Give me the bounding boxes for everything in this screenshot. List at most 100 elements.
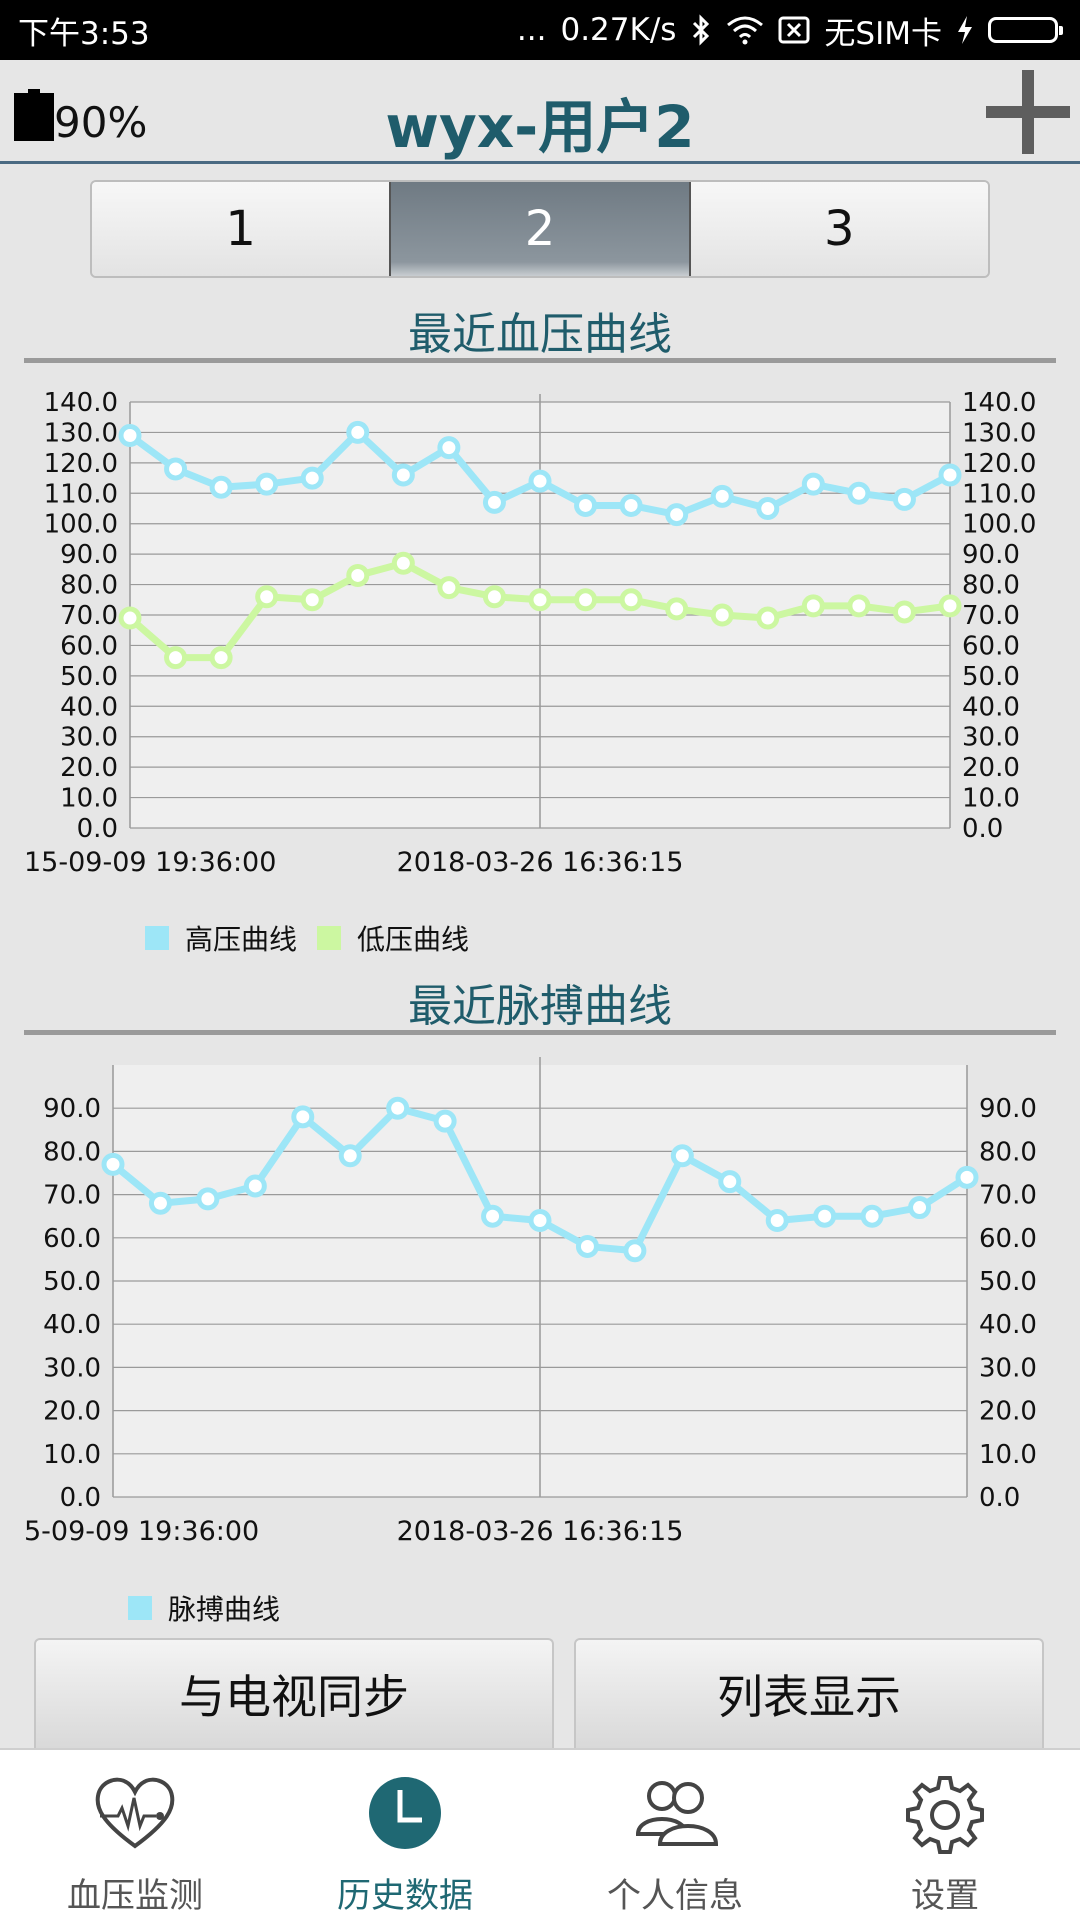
y-tick-label-left: 50.0 bbox=[60, 662, 118, 692]
data-point bbox=[575, 1234, 599, 1258]
y-tick-label-right: 40.0 bbox=[962, 692, 1020, 722]
sync-tv-button[interactable]: 与电视同步 bbox=[34, 1638, 554, 1748]
data-point bbox=[346, 563, 370, 587]
y-tick-label-right: 20.0 bbox=[962, 753, 1020, 783]
y-tick-label-left: 40.0 bbox=[60, 692, 118, 722]
y-tick-label-left: 80.0 bbox=[60, 571, 118, 601]
nav-bp-monitor[interactable]: 血压监测 bbox=[0, 1750, 270, 1920]
y-tick-label-right: 50.0 bbox=[962, 662, 1020, 692]
clock-icon bbox=[369, 1777, 441, 1849]
status-time: 下午3:53 bbox=[18, 15, 150, 52]
app-header: 90% wyx-用户2 bbox=[0, 60, 1080, 164]
y-tick-label-left: 70.0 bbox=[60, 601, 118, 631]
y-tick-label-right: 20.0 bbox=[979, 1397, 1037, 1427]
data-point bbox=[847, 481, 871, 505]
y-tick-label-right: 80.0 bbox=[962, 571, 1020, 601]
data-point bbox=[391, 463, 415, 487]
data-point bbox=[718, 1170, 742, 1194]
pulse-chart: 0.0 0.0 10.0 10.0 20.0 20.0 30.0 30.0 40.0 40.0 50… bbox=[0, 1050, 1080, 1550]
y-tick-label-right: 120.0 bbox=[962, 449, 1036, 479]
legend-label-low: 低压曲线 bbox=[357, 923, 470, 956]
y-tick-label-right: 60.0 bbox=[962, 631, 1020, 661]
add-icon[interactable] bbox=[982, 66, 1074, 158]
y-tick-label-left: 90.0 bbox=[60, 540, 118, 570]
pulse-section-title: 最近脉搏曲线 bbox=[408, 981, 672, 1032]
data-point bbox=[255, 472, 279, 496]
data-point bbox=[528, 1209, 552, 1233]
data-point bbox=[892, 600, 916, 624]
y-tick-label-left: 60.0 bbox=[60, 631, 118, 661]
data-point bbox=[338, 1144, 362, 1168]
y-tick-label-right: 70.0 bbox=[962, 601, 1020, 631]
y-tick-label-right: 30.0 bbox=[962, 723, 1020, 753]
nav-history[interactable]: 历史数据 bbox=[270, 1750, 540, 1920]
legend-swatch-low bbox=[317, 926, 342, 950]
sim-status: 无SIM卡 bbox=[824, 15, 942, 52]
y-tick-label-left: 70.0 bbox=[43, 1181, 101, 1211]
data-point bbox=[528, 469, 552, 493]
y-tick-label-right: 10.0 bbox=[962, 784, 1020, 814]
y-tick-label-left: 80.0 bbox=[43, 1137, 101, 1167]
legend-item-high: 高压曲线 bbox=[145, 918, 297, 958]
status-dots: ... bbox=[516, 12, 547, 48]
data-point bbox=[813, 1204, 837, 1228]
data-point bbox=[710, 603, 734, 627]
nav-label-profile: 个人信息 bbox=[607, 1876, 743, 1916]
legend-label-pulse: 脉搏曲线 bbox=[168, 1593, 281, 1626]
y-tick-label-right: 90.0 bbox=[979, 1094, 1037, 1124]
x-label-mid: 2018-03-26 16:36:15 bbox=[397, 1516, 684, 1547]
data-point bbox=[955, 1165, 979, 1189]
list-view-button[interactable]: 列表显示 bbox=[574, 1638, 1044, 1748]
y-tick-label-left: 100.0 bbox=[44, 510, 118, 540]
bp-divider bbox=[24, 358, 1056, 363]
y-tick-label-right: 0.0 bbox=[979, 1483, 1020, 1513]
y-tick-label-right: 0.0 bbox=[962, 814, 1003, 844]
data-point bbox=[801, 594, 825, 618]
data-point bbox=[209, 646, 233, 670]
page-title: wyx-用户2 bbox=[385, 93, 695, 161]
net-speed: 0.27K/s bbox=[560, 12, 677, 48]
data-point bbox=[101, 1152, 125, 1176]
data-point bbox=[860, 1204, 884, 1228]
segment-2[interactable]: 2 bbox=[389, 182, 691, 276]
data-point bbox=[164, 457, 188, 481]
data-point bbox=[908, 1196, 932, 1220]
bottom-navigation: 血压监测 历史数据 个人信息 设置 bbox=[0, 1748, 1080, 1920]
data-point bbox=[623, 1239, 647, 1263]
data-point bbox=[386, 1096, 410, 1120]
y-tick-label-left: 130.0 bbox=[44, 418, 118, 448]
data-point bbox=[619, 493, 643, 517]
y-tick-label-left: 20.0 bbox=[43, 1397, 101, 1427]
data-point bbox=[670, 1144, 694, 1168]
data-point bbox=[756, 606, 780, 630]
data-point bbox=[148, 1191, 172, 1215]
data-point bbox=[665, 503, 689, 527]
y-tick-label-right: 50.0 bbox=[979, 1267, 1037, 1297]
data-point bbox=[482, 490, 506, 514]
no-sim-icon bbox=[778, 16, 810, 44]
y-tick-label-left: 120.0 bbox=[44, 449, 118, 479]
charging-icon bbox=[958, 16, 972, 44]
y-tick-label-right: 70.0 bbox=[979, 1181, 1037, 1211]
segment-1[interactable]: 1 bbox=[92, 182, 390, 276]
data-point bbox=[756, 497, 780, 520]
nav-profile[interactable]: 个人信息 bbox=[540, 1750, 810, 1920]
nav-label-settings: 设置 bbox=[911, 1876, 979, 1916]
y-tick-label-left: 30.0 bbox=[43, 1353, 101, 1383]
status-right: ... 0.27K/s 无SIM卡 bbox=[516, 8, 1063, 53]
nav-settings[interactable]: 设置 bbox=[810, 1750, 1080, 1920]
y-tick-label-left: 90.0 bbox=[43, 1094, 101, 1124]
nav-label-history: 历史数据 bbox=[337, 1876, 473, 1916]
data-point bbox=[847, 594, 871, 618]
legend-item-pulse: 脉搏曲线 bbox=[128, 1588, 280, 1628]
user-segment-control: 1 2 3 bbox=[90, 180, 990, 278]
data-point bbox=[255, 585, 279, 609]
data-point bbox=[391, 551, 415, 575]
y-tick-label-right: 140.0 bbox=[962, 388, 1036, 418]
y-tick-label-right: 60.0 bbox=[979, 1224, 1037, 1254]
segment-3[interactable]: 3 bbox=[690, 182, 988, 276]
pulse-divider bbox=[24, 1030, 1056, 1035]
y-tick-label-left: 40.0 bbox=[43, 1310, 101, 1340]
data-point bbox=[710, 484, 734, 508]
y-tick-label-left: 0.0 bbox=[77, 814, 118, 844]
